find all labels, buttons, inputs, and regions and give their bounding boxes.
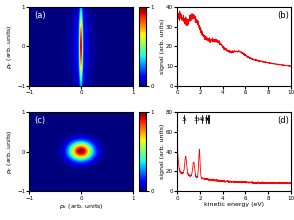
Text: (b): (b) — [277, 11, 289, 20]
Y-axis label: signal (arb. units): signal (arb. units) — [160, 19, 165, 74]
Y-axis label: $p_y$ (arb. units): $p_y$ (arb. units) — [6, 129, 16, 174]
X-axis label: $p_x$ (arb. units): $p_x$ (arb. units) — [59, 202, 103, 211]
Text: (c): (c) — [35, 116, 46, 125]
X-axis label: kinetic energy (eV): kinetic energy (eV) — [204, 202, 264, 207]
Text: 9d: 9d — [205, 117, 211, 122]
Text: 4d: 4d — [199, 117, 205, 122]
Y-axis label: $p_y$ (arb. units): $p_y$ (arb. units) — [6, 24, 16, 69]
Text: 3s: 3s — [181, 117, 187, 122]
Text: 3d: 3d — [193, 117, 200, 122]
Y-axis label: signal (arb. units): signal (arb. units) — [160, 124, 165, 179]
Text: (d): (d) — [277, 116, 289, 125]
Text: (a): (a) — [35, 11, 46, 20]
